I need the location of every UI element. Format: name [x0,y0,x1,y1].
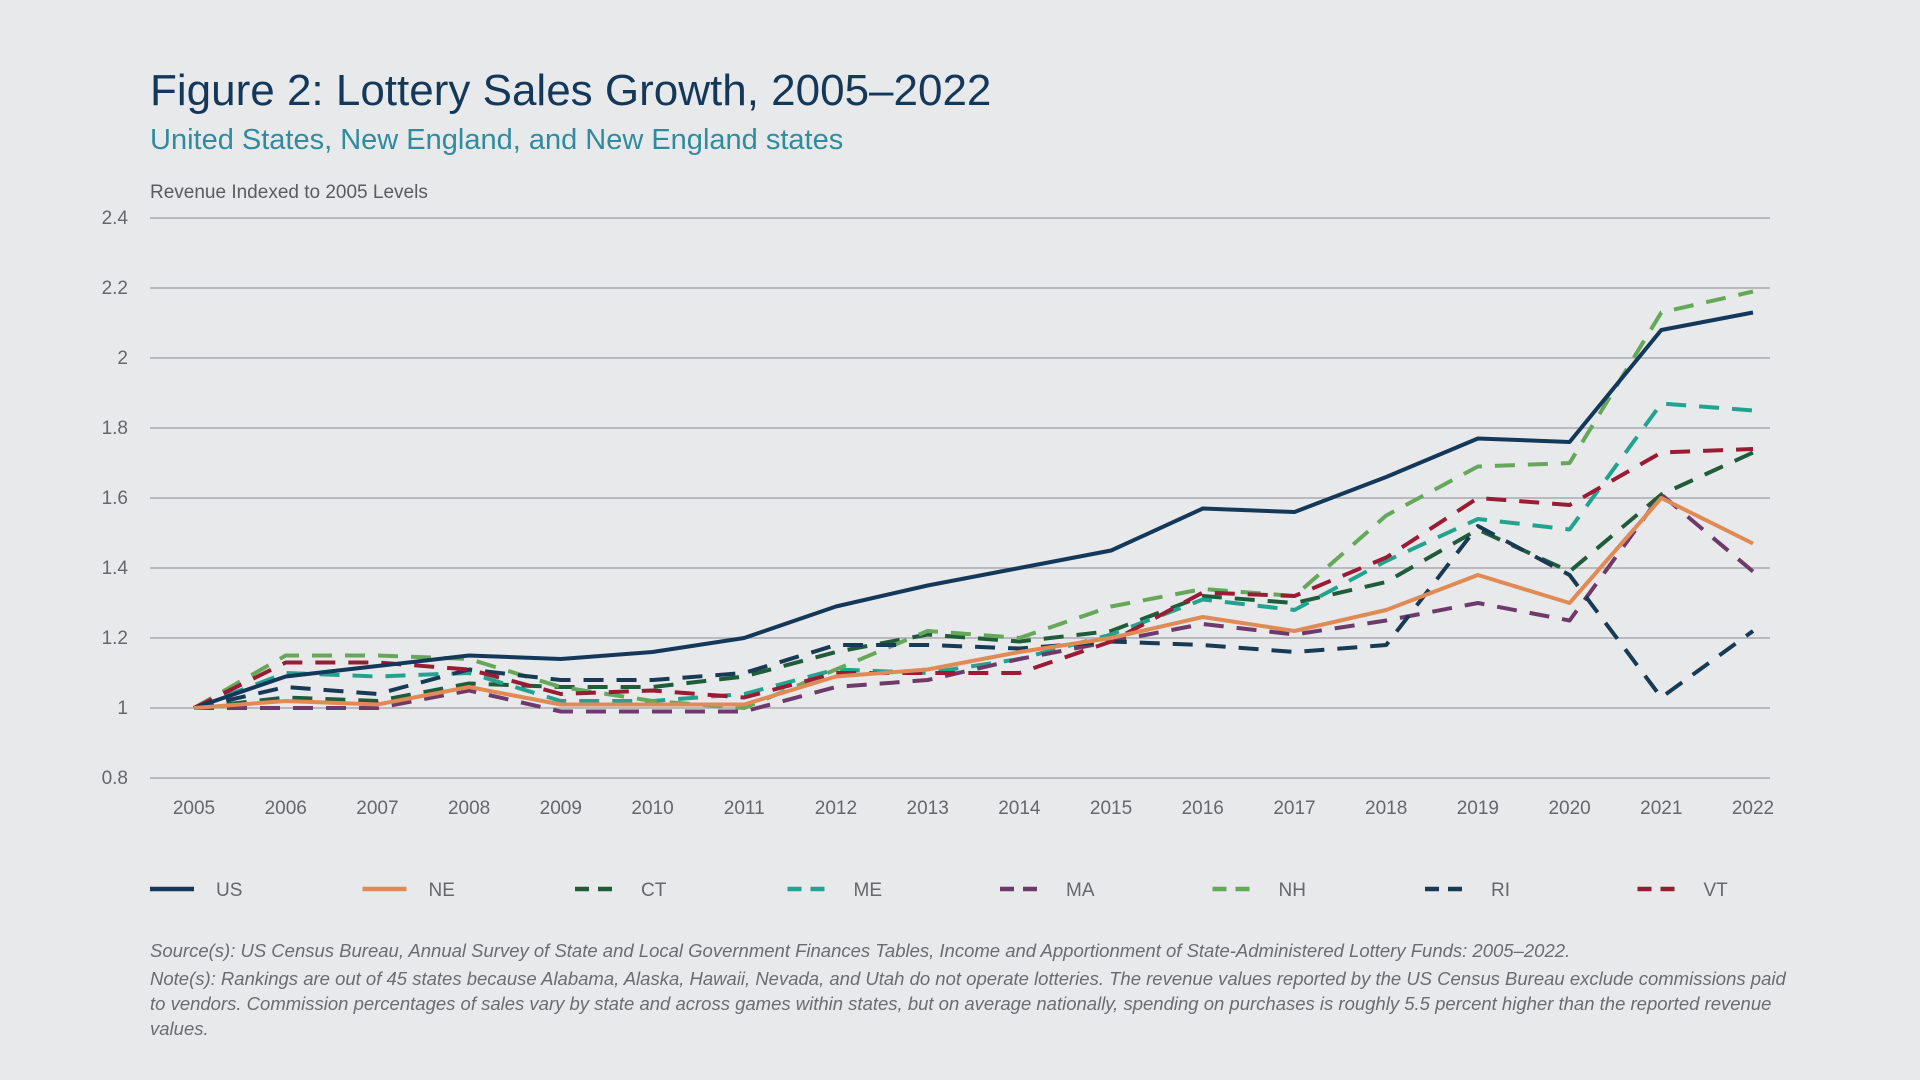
y-tick-label: 0.8 [102,768,128,789]
legend-label-me: ME [854,880,883,901]
general-note: Note(s): Rankings are out of 45 states b… [150,968,1786,1039]
legend-label-ma: MA [1066,880,1095,901]
x-tick-label: 2014 [998,798,1041,819]
x-tick-label: 2016 [1182,798,1224,819]
x-tick-label: 2012 [815,798,857,819]
series-line-ne [193,496,1754,710]
legend-label-us: US [216,880,242,901]
y-tick-label: 1.4 [102,558,129,579]
legend-label-ri: RI [1491,880,1510,901]
y-tick-label: 2 [117,348,128,369]
y-axis-label: Revenue Indexed to 2005 Levels [150,182,428,203]
legend-label-nh: NH [1279,880,1306,901]
series-line-ri [193,524,1755,710]
legend-label-ne: NE [429,880,455,901]
y-tick-label: 2.2 [102,278,128,299]
x-tick-label: 2006 [265,798,307,819]
series-line-ct [193,450,1754,710]
x-tick-label: 2011 [724,798,765,819]
y-tick-label: 1.2 [102,628,128,649]
y-tick-label: 1.6 [102,488,128,509]
x-tick-label: 2020 [1548,798,1590,819]
x-tick-label: 2008 [448,798,490,819]
x-tick-label: 2010 [631,798,673,819]
x-tick-label: 2013 [907,798,949,819]
x-tick-label: 2005 [173,798,215,819]
series-line-vt [193,447,1754,710]
x-tick-label: 2022 [1732,798,1774,819]
x-tick-label: 2015 [1090,798,1132,819]
x-tick-label: 2017 [1273,798,1315,819]
series-line-us [193,310,1754,710]
legend-label-ct: CT [641,880,667,901]
x-tick-label: 2009 [540,798,582,819]
legend-label-vt: VT [1704,880,1729,901]
footnotes: Source(s): US Census Bureau, Annual Surv… [150,938,1790,1044]
x-tick-label: 2019 [1457,798,1499,819]
y-tick-label: 2.4 [102,208,129,229]
x-tick-label: 2007 [356,798,398,819]
series-line-nh [193,289,1754,710]
y-tick-label: 1 [117,698,128,719]
x-tick-label: 2018 [1365,798,1407,819]
chart-title: Figure 2: Lottery Sales Growth, 2005–202… [150,66,992,115]
source-note: Source(s): US Census Bureau, Annual Surv… [150,940,1571,961]
y-tick-label: 1.8 [102,418,128,439]
chart-subtitle: United States, New England, and New Engl… [150,124,844,156]
x-tick-label: 2021 [1640,798,1682,819]
